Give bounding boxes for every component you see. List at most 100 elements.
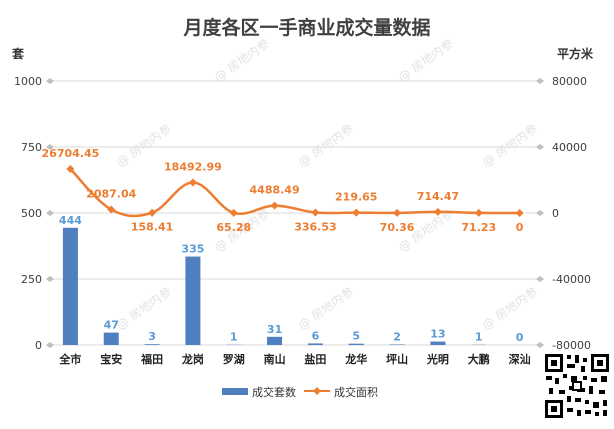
right-tick-marker <box>536 276 544 282</box>
bar-value-label: 1 <box>230 331 238 344</box>
bar-series <box>62 227 487 345</box>
left-tick-label: 500 <box>21 207 42 220</box>
left-tick-label: 1000 <box>14 75 42 88</box>
line-value-label: 26704.45 <box>42 147 100 160</box>
legend-line-label: 成交面积 <box>334 385 378 399</box>
bar <box>389 344 405 345</box>
category-label: 宝安 <box>100 352 122 366</box>
line-value-label: 158.41 <box>131 221 173 234</box>
line-value-label: 70.36 <box>380 221 415 234</box>
bar-value-label: 6 <box>312 329 320 342</box>
line-point <box>270 201 279 210</box>
line-point <box>148 208 157 217</box>
category-label: 罗湖 <box>223 352 245 366</box>
legend: 成交套数 成交面积 <box>222 385 378 399</box>
bar-value-label: 444 <box>59 214 82 227</box>
bar-value-label: 0 <box>516 331 524 344</box>
watermark-text: @ 房地内参 <box>211 36 272 85</box>
right-tick-label: 0 <box>552 207 559 220</box>
line-point <box>515 209 524 217</box>
category-label: 南山 <box>264 352 286 366</box>
category-label: 坪山 <box>386 352 408 366</box>
right-tick-marker <box>536 144 544 150</box>
line-value-label: 0 <box>516 221 524 234</box>
right-tick-marker <box>536 78 544 84</box>
left-tick-label: 250 <box>21 273 42 286</box>
legend-bar-swatch <box>222 388 248 395</box>
line-value-label: 219.65 <box>335 191 377 204</box>
left-tick-marker <box>46 78 54 84</box>
line-value-label: 714.47 <box>417 190 459 203</box>
right-tick-label: 40000 <box>552 141 587 154</box>
right-axis-unit: 平方米 <box>557 46 594 61</box>
left-tick-marker <box>46 276 54 282</box>
category-label: 龙华 <box>344 352 367 366</box>
category-label: 深汕 <box>509 352 531 366</box>
bar <box>62 227 78 345</box>
line-point <box>352 208 361 217</box>
category-label: 光明 <box>426 352 449 366</box>
watermark-text: @ 房地内参 <box>479 121 540 170</box>
line-point <box>229 208 238 217</box>
right-tick-label: -40000 <box>552 273 591 286</box>
category-axis: 全市 宝安 福田 龙岗 罗湖 南山 盐田 龙华 坪山 光明 大鹏 深汕 <box>58 352 530 366</box>
category-label: 大鹏 <box>468 352 490 366</box>
legend-line-marker <box>313 387 321 395</box>
bar-value-label: 47 <box>104 319 119 332</box>
qr-code <box>543 352 611 420</box>
line-point <box>311 208 320 217</box>
bar <box>267 336 283 345</box>
line-value-label: 65.28 <box>216 221 251 234</box>
right-axis: -80000 -40000 0 40000 80000 <box>536 75 591 352</box>
line-value-label: 4488.49 <box>250 184 300 197</box>
line-series <box>66 164 524 218</box>
bar <box>307 343 323 345</box>
bar <box>103 332 119 345</box>
category-label: 龙岗 <box>181 352 204 366</box>
right-tick-marker <box>536 342 544 348</box>
line-point <box>474 208 483 217</box>
left-axis-unit: 套 <box>11 46 25 61</box>
line-value-label: 18492.99 <box>164 160 222 173</box>
line-point <box>188 178 197 187</box>
bar <box>430 341 446 345</box>
left-tick-marker <box>46 144 54 150</box>
watermark-text: @ 房地内参 <box>479 284 540 333</box>
bar <box>348 343 364 345</box>
right-tick-label: 80000 <box>552 75 587 88</box>
watermark-text: @ 房地内参 <box>113 284 174 333</box>
line-point <box>433 207 442 216</box>
category-label: 福田 <box>140 352 163 366</box>
right-tick-marker <box>536 210 544 216</box>
bar-value-label: 1 <box>475 331 483 344</box>
bar-value-label: 5 <box>352 330 360 343</box>
watermark-layer: @ 房地内参 @ 房地内参 @ 房地内参 @ 房地内参 @ 房地内参 @ 房地内参 @ 房地… <box>113 36 540 333</box>
qr-code-image <box>543 352 611 420</box>
right-tick-label: -80000 <box>552 339 591 352</box>
bar <box>185 256 201 345</box>
left-tick-label: 0 <box>35 339 42 352</box>
bar-value-label: 13 <box>430 328 445 341</box>
bar-value-label: 31 <box>267 323 282 336</box>
watermark-text: @ 房地内参 <box>295 284 356 333</box>
line-point <box>393 208 402 217</box>
category-label: 全市 <box>58 352 81 366</box>
left-axis: 0 250 500 750 1000 <box>14 75 54 352</box>
line-point <box>66 164 75 173</box>
watermark-text: @ 房地内参 <box>295 121 356 170</box>
bar-value-label: 2 <box>393 330 401 343</box>
category-label: 盐田 <box>304 352 326 366</box>
line-value-label: 2087.04 <box>86 188 136 201</box>
line-value-label: 336.53 <box>294 220 336 233</box>
left-tick-marker <box>46 210 54 216</box>
chart-title: 月度各区一手商业成交量数据 <box>182 16 430 39</box>
legend-bar-label: 成交套数 <box>252 385 296 399</box>
left-tick-label: 750 <box>21 141 42 154</box>
bar-value-label: 335 <box>181 243 204 256</box>
watermark-text: @ 房地内参 <box>395 36 456 85</box>
left-tick-marker <box>46 342 54 348</box>
bar <box>144 344 160 345</box>
line-point <box>107 205 116 214</box>
